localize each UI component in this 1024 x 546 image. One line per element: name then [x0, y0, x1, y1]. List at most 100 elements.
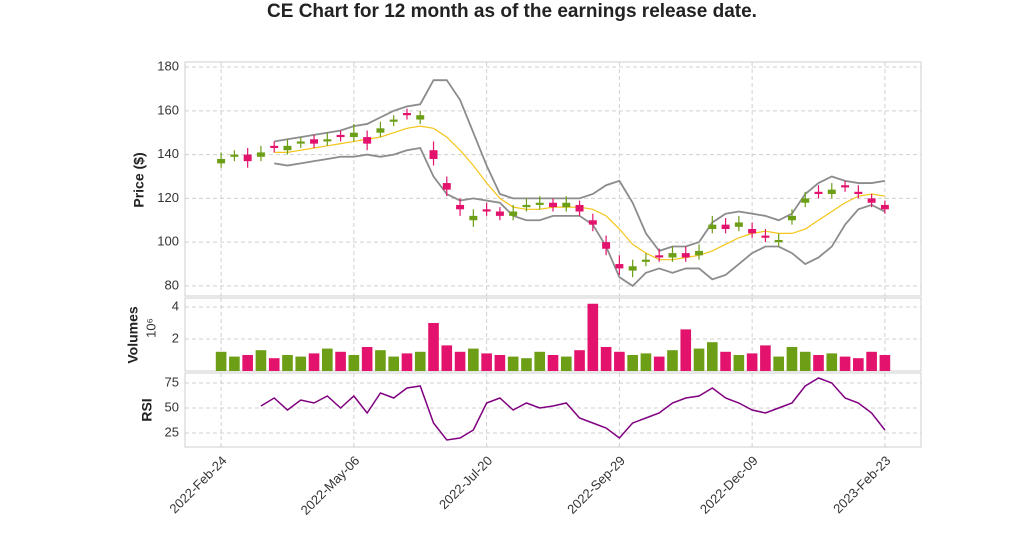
volume-bar [786, 346, 798, 371]
candle-body [602, 242, 611, 249]
candle-body [495, 211, 504, 216]
candle-body [588, 220, 597, 225]
volume-bar [760, 345, 771, 371]
candle-body [469, 215, 478, 221]
candle-body [310, 139, 319, 144]
y-tick-label: 120 [157, 190, 179, 205]
candle-body [243, 154, 252, 162]
volume-bar [614, 351, 625, 371]
volume-bar [361, 346, 373, 371]
candle-body [695, 250, 704, 256]
y-tick-label: 180 [157, 58, 179, 73]
volume-bar [587, 303, 599, 371]
candle-body [562, 202, 571, 208]
volume-bar [295, 356, 307, 371]
candle-body [549, 202, 557, 208]
volume-bar [813, 354, 824, 371]
candle-body [535, 202, 544, 205]
volume-bar [574, 350, 585, 371]
volume-bar [507, 356, 519, 371]
candle-body [867, 198, 876, 203]
volume-bar [600, 346, 612, 371]
volume-bar [375, 350, 386, 371]
candle-body [270, 145, 279, 149]
sma-line [274, 125, 885, 261]
candle-body [668, 253, 677, 258]
bollinger-upper [274, 79, 886, 252]
chart-title: CE Chart for 12 month as of the earnings… [267, 1, 757, 22]
volume-bar [653, 356, 665, 371]
volume-bar [215, 351, 227, 371]
candle-body [376, 128, 385, 133]
volume-offset-label: 10⁶ [143, 318, 158, 338]
candle-body [708, 224, 717, 230]
candle-body [774, 239, 783, 243]
candle-body [522, 204, 531, 208]
candle-body [655, 255, 664, 258]
volume-bar [521, 358, 532, 371]
candle-body [363, 137, 372, 144]
candle-body [442, 183, 451, 190]
volume-bar [401, 353, 413, 371]
candle-body [641, 259, 650, 262]
candle-body [416, 115, 425, 120]
candle-body [814, 191, 823, 194]
volume-bar [640, 353, 652, 371]
volume-bar [441, 345, 453, 371]
rsi-axis-label: RSI [139, 398, 155, 421]
candle-body [761, 235, 770, 238]
candle-body [256, 152, 265, 157]
candle-body [402, 113, 411, 116]
x-tick-label: 2022-Dec-09 [697, 453, 761, 517]
volume-bar [733, 354, 745, 371]
candle-body [841, 185, 850, 188]
candle-body [296, 141, 305, 144]
volume-bar [454, 351, 466, 371]
candle-body [230, 154, 239, 157]
x-tick-label: 2022-Jul-20 [436, 453, 495, 512]
y-tick-label: 80 [165, 277, 179, 292]
x-tick-label: 2022-May-06 [298, 453, 363, 518]
candle-body [575, 204, 584, 212]
y-tick-label: 75 [165, 374, 179, 389]
y-tick-label: 100 [157, 234, 179, 249]
candle-body [429, 150, 438, 159]
volume-bar [388, 356, 400, 371]
volume-bar [879, 354, 891, 371]
candle-body [748, 229, 757, 234]
candle-body [880, 204, 889, 210]
candle-body [336, 134, 345, 138]
volume-bar [706, 342, 718, 371]
volume-bar [414, 351, 426, 371]
panel-frame [184, 372, 922, 448]
candle-body [283, 145, 292, 151]
volume-bar [255, 350, 267, 371]
volume-bar [282, 354, 293, 371]
candle-body [615, 264, 624, 269]
volume-bar [229, 356, 240, 371]
y-tick-label: 50 [165, 399, 179, 414]
volume-bar [428, 322, 439, 371]
volume-bar [322, 348, 333, 371]
candle-body [349, 132, 358, 138]
panel-frame [184, 61, 922, 297]
candle-body [721, 224, 730, 230]
volume-bar [335, 351, 346, 371]
candle-body [323, 139, 332, 142]
candle-body [456, 204, 465, 210]
volume-bar [308, 353, 320, 371]
volume-bar [348, 354, 360, 371]
volume-bar [481, 353, 492, 371]
volume-bar [242, 354, 253, 371]
volume-bar [853, 358, 864, 371]
rsi-line [260, 377, 886, 441]
y-tick-label: 4 [172, 298, 179, 313]
candle-body [827, 189, 836, 194]
volume-bar [547, 354, 559, 371]
volume-bar [627, 354, 638, 371]
volume-bar [494, 354, 506, 371]
volume-bar [667, 350, 678, 371]
candle-body [734, 222, 743, 227]
volume-bar [468, 348, 479, 371]
